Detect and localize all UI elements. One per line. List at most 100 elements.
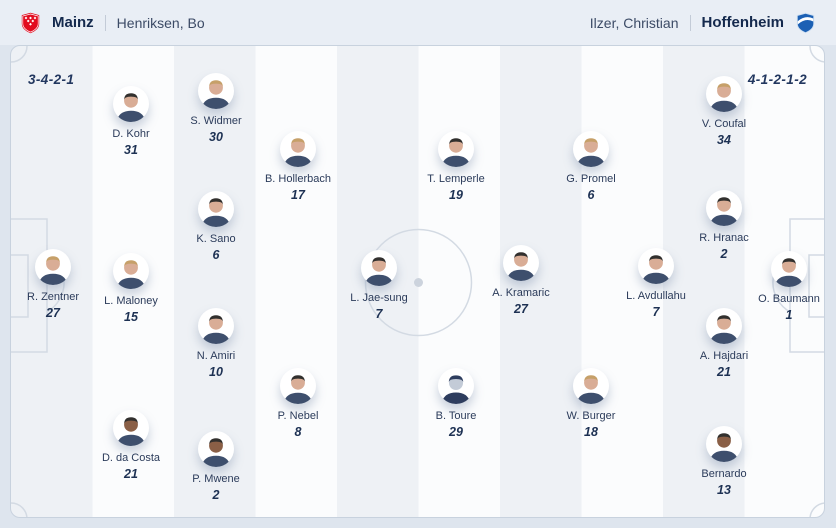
pitch: 3-4-2-1 4-1-2-1-2 R. Zentner 27 D. Kohr 31 L… [10, 45, 825, 518]
player-name: K. Sano [196, 233, 236, 245]
player-avatar [198, 73, 234, 109]
player-name: L. Maloney [104, 295, 158, 307]
player-name: V. Coufal [701, 118, 747, 130]
corner-arc-top-left [11, 46, 28, 63]
player-number: 31 [124, 143, 138, 157]
player-photo-icon [442, 138, 470, 167]
goal-box-left [11, 254, 29, 318]
player-avatar [35, 249, 71, 285]
player-photo-icon [202, 315, 230, 344]
player-away-5[interactable]: L. Avdullahu 7 [611, 248, 701, 319]
player-number: 19 [449, 188, 463, 202]
player-number: 18 [584, 425, 598, 439]
player-home-5[interactable]: K. Sano 6 [171, 191, 261, 262]
home-team-name[interactable]: Mainz [52, 14, 94, 31]
goal-box-right [808, 254, 824, 318]
player-away-10[interactable]: O. Baumann 1 [744, 251, 824, 322]
player-name: S. Widmer [190, 115, 242, 127]
player-name: R. Zentner [27, 291, 79, 303]
player-home-6[interactable]: N. Amiri 10 [171, 308, 261, 379]
hoffenheim-crest-icon[interactable] [795, 12, 816, 34]
player-number: 10 [209, 365, 223, 379]
player-photo-icon [710, 315, 738, 344]
home-coach-name[interactable]: Henriksen, Bo [116, 14, 205, 31]
player-photo-icon [710, 83, 738, 112]
corner-arc-bottom-left [11, 502, 28, 517]
player-name: A. Kramaric [492, 287, 550, 299]
player-photo-icon [117, 93, 145, 122]
away-coach-name[interactable]: Ilzer, Christian [589, 14, 679, 31]
player-avatar [438, 131, 474, 167]
player-number: 29 [449, 425, 463, 439]
player-away-1[interactable]: B. Toure 29 [411, 368, 501, 439]
player-away-9[interactable]: Bernardo 13 [679, 426, 769, 497]
player-avatar [503, 245, 539, 281]
player-away-0[interactable]: T. Lemperle 19 [411, 131, 501, 202]
player-away-3[interactable]: G. Promel 6 [546, 131, 636, 202]
player-avatar [573, 131, 609, 167]
player-number: 7 [375, 307, 383, 321]
player-photo-icon [577, 375, 605, 404]
away-team-name[interactable]: Hoffenheim [701, 14, 785, 31]
player-number: 30 [209, 130, 223, 144]
player-home-3[interactable]: D. da Costa 21 [86, 410, 176, 481]
center-circle [364, 228, 473, 337]
away-team-header: Ilzer, Christian Hoffenheim [590, 12, 816, 34]
player-avatar [113, 410, 149, 446]
player-number: 17 [291, 188, 305, 202]
player-name: P. Nebel [277, 410, 319, 422]
player-home-7[interactable]: P. Mwene 2 [171, 431, 261, 502]
player-name: D. da Costa [101, 452, 161, 464]
player-photo-icon [775, 258, 803, 287]
player-home-1[interactable]: D. Kohr 31 [86, 86, 176, 157]
player-number: 27 [514, 302, 528, 316]
player-avatar [706, 190, 742, 226]
player-name: W. Burger [566, 410, 616, 422]
player-away-2[interactable]: A. Kramaric 27 [476, 245, 566, 316]
player-away-8[interactable]: A. Hajdari 21 [679, 308, 769, 379]
player-avatar [361, 250, 397, 286]
player-avatar [706, 308, 742, 344]
player-photo-icon [642, 255, 670, 284]
player-away-6[interactable]: V. Coufal 34 [679, 76, 769, 147]
player-photo-icon [202, 438, 230, 467]
header-divider [104, 14, 106, 31]
player-avatar [438, 368, 474, 404]
player-number: 13 [717, 483, 731, 497]
player-away-7[interactable]: R. Hranac 2 [679, 190, 769, 261]
player-avatar [706, 76, 742, 112]
player-photo-icon [117, 260, 145, 289]
player-photo-icon [39, 256, 67, 285]
home-formation-label: 3-4-2-1 [28, 72, 75, 87]
player-number: 6 [587, 188, 595, 202]
player-avatar [638, 248, 674, 284]
player-photo-icon [284, 375, 312, 404]
player-away-4[interactable]: W. Burger 18 [546, 368, 636, 439]
player-avatar [280, 131, 316, 167]
player-name: D. Kohr [112, 128, 150, 140]
player-photo-icon [507, 252, 535, 281]
player-home-10[interactable]: L. Jae-sung 7 [334, 250, 424, 321]
player-avatar [198, 308, 234, 344]
header-divider [689, 14, 691, 31]
player-number: 2 [720, 247, 728, 261]
player-name: T. Lemperle [427, 173, 485, 185]
player-photo-icon [577, 138, 605, 167]
player-home-0[interactable]: R. Zentner 27 [11, 249, 98, 320]
player-number: 27 [46, 306, 60, 320]
player-avatar [198, 191, 234, 227]
player-number: 21 [717, 365, 731, 379]
lineups-header: Mainz Henriksen, Bo Ilzer, Christian Hof… [0, 0, 836, 45]
player-home-4[interactable]: S. Widmer 30 [171, 73, 261, 144]
player-home-8[interactable]: B. Hollerbach 17 [253, 131, 343, 202]
player-avatar [113, 253, 149, 289]
player-photo-icon [710, 197, 738, 226]
player-name: B. Toure [435, 410, 477, 422]
mainz-crest-icon[interactable] [20, 12, 41, 34]
player-photo-icon [365, 257, 393, 286]
player-home-2[interactable]: L. Maloney 15 [86, 253, 176, 324]
player-number: 6 [212, 248, 220, 262]
player-name: A. Hajdari [699, 350, 749, 362]
player-home-9[interactable]: P. Nebel 8 [253, 368, 343, 439]
player-name: N. Amiri [196, 350, 236, 362]
